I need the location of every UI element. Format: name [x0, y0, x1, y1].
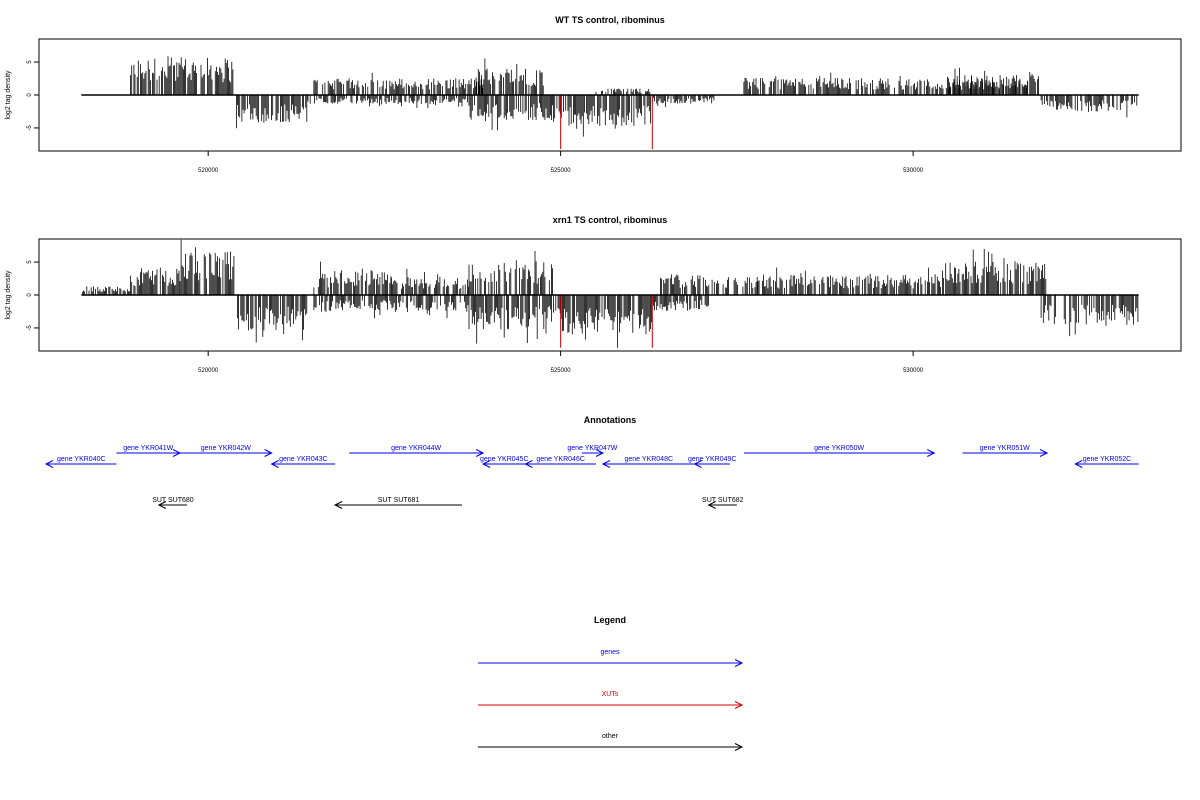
xrn1-ytick-label: -5 — [27, 325, 33, 331]
annotation-label: gene YKR048C — [625, 456, 674, 463]
annotation-arrowhead — [707, 501, 716, 509]
legend-item: genes — [478, 649, 744, 667]
annotation-arrowhead — [481, 460, 491, 468]
annotation-arrowhead — [475, 449, 485, 457]
annotation-label: gene YKR044W — [391, 445, 441, 452]
annotation-arrowhead — [44, 460, 54, 468]
xrn1-ytick-label: 5 — [27, 260, 33, 264]
annotation-label: gene YKR042W — [201, 445, 251, 452]
legend-label: genes — [600, 649, 620, 656]
wt-ytick-label: -5 — [27, 125, 33, 131]
legend-item: XUTs — [478, 691, 744, 709]
wt-track-axes: 520000 525000 530000 5 0 -5 — [27, 60, 924, 174]
annotation-feature: gene YKR042W — [179, 445, 273, 457]
annotation-arrowhead — [693, 460, 702, 468]
annotation-label: gene YKR052C — [1083, 456, 1132, 463]
xrn1-track-axes: 520000 525000 530000 5 0 -5 — [27, 260, 924, 374]
annotation-label: gene YKR041W — [123, 445, 173, 452]
annotation-label: gene YKR051W — [980, 445, 1030, 452]
wt-track-title: WT TS control, ribominus — [555, 15, 665, 25]
annotation-feature: gene YKR049C — [688, 456, 737, 468]
annotation-arrowhead — [1039, 449, 1049, 457]
annotation-label: SUT SUT681 — [378, 497, 420, 504]
annotation-feature: gene YKR047W — [567, 445, 618, 457]
legend-panel: Legend genes XUTs other — [478, 615, 744, 751]
annotation-feature: gene YKR044W — [349, 445, 485, 457]
annotation-label: gene YKR049C — [688, 456, 737, 463]
annotation-feature: gene YKR043C — [270, 456, 336, 468]
annotation-label: SUT SUT682 — [702, 497, 744, 504]
annotation-label: gene YKR047W — [567, 445, 617, 452]
annotation-arrowhead — [601, 460, 611, 468]
xrn1-track-ylabel: log2 tag density — [5, 270, 12, 320]
annotation-feature: SUT SUT682 — [702, 497, 744, 509]
wt-track-bars — [81, 56, 1139, 150]
annotation-label: gene YKR046C — [536, 456, 585, 463]
wt-ytick-label: 0 — [27, 93, 33, 97]
annotation-label: gene YKR050W — [814, 445, 864, 452]
annotation-feature: gene YKR048C — [601, 456, 695, 468]
annotation-arrowhead — [927, 449, 936, 457]
annotation-feature: gene YKR051W — [962, 445, 1049, 457]
xrn1-ytick-label: 0 — [27, 293, 33, 297]
wt-ytick-label: 5 — [27, 60, 33, 64]
legend-label: XUTs — [602, 691, 619, 698]
wt-xtick-label: 525000 — [551, 168, 572, 174]
wt-track-panel: WT TS control, ribominus log2 tag densit… — [5, 15, 1182, 174]
annotation-label: gene YKR040C — [57, 456, 106, 463]
legend-arrowhead — [734, 701, 744, 709]
annotation-arrowhead — [333, 501, 343, 509]
wt-track-ylabel: log2 tag density — [5, 70, 12, 120]
annotations-title: Annotations — [584, 415, 637, 425]
xrn1-track-panel: xrn1 TS control, ribominus log2 tag dens… — [5, 215, 1182, 374]
annotation-arrowhead — [595, 449, 605, 457]
annotation-arrowhead — [264, 449, 273, 457]
legend-title: Legend — [594, 615, 626, 625]
annotation-arrowhead — [524, 460, 533, 468]
annotation-label: gene YKR045C — [480, 456, 529, 463]
legend-item: other — [478, 733, 744, 751]
wt-xtick-label: 520000 — [198, 168, 219, 174]
annotation-feature: gene YKR040C — [44, 456, 117, 468]
legend-arrowhead — [734, 743, 744, 751]
annotation-feature: SUT SUT681 — [333, 497, 462, 509]
wt-xtick-label: 530000 — [903, 168, 924, 174]
annotation-label: gene YKR043C — [279, 456, 328, 463]
annotation-arrowhead — [1074, 460, 1083, 468]
annotation-feature: gene YKR046C — [524, 456, 596, 468]
annotation-feature: gene YKR052C — [1074, 456, 1139, 468]
xrn1-xtick-label: 520000 — [198, 368, 219, 374]
annotation-arrowhead — [270, 460, 279, 468]
legend-arrowhead — [734, 659, 744, 667]
legend-label: other — [602, 733, 619, 740]
annotation-feature: SUT SUT680 — [152, 497, 194, 509]
annotation-features: gene YKR041W gene YKR040C gene YKR042W gene… — [44, 445, 1139, 509]
annotation-feature: gene YKR045C — [480, 456, 529, 468]
annotation-arrowhead — [157, 501, 167, 509]
xrn1-xtick-label: 530000 — [903, 368, 924, 374]
annotation-feature: gene YKR050W — [743, 445, 936, 457]
annotation-label: SUT SUT680 — [152, 497, 194, 504]
annotation-feature: gene YKR041W — [116, 445, 182, 457]
xrn1-track-bars — [81, 239, 1139, 348]
legend-items: genes XUTs other — [478, 649, 744, 751]
xrn1-xtick-label: 525000 — [551, 368, 572, 374]
xrn1-track-title: xrn1 TS control, ribominus — [553, 215, 668, 225]
